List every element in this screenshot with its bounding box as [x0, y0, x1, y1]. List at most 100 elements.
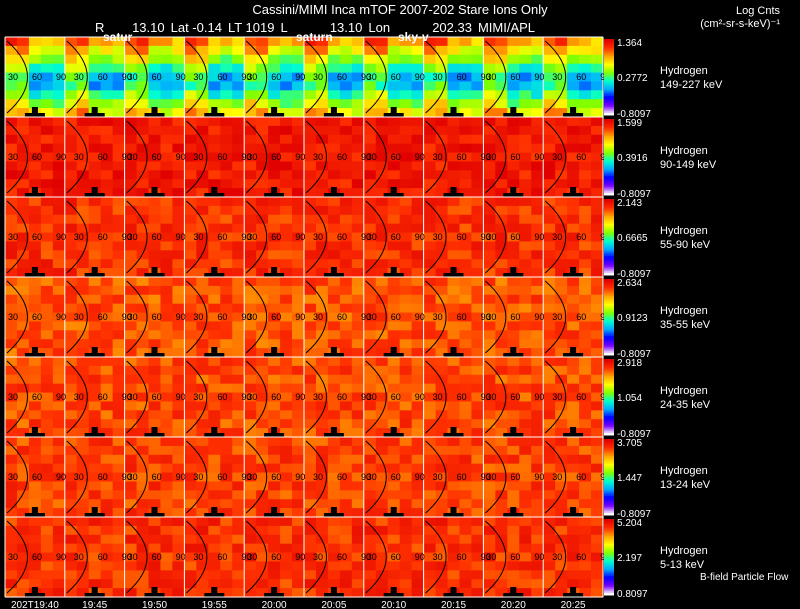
heatmap-cell — [471, 481, 484, 491]
heatmap-cell — [519, 490, 532, 500]
heatmap-cell — [268, 197, 281, 207]
heatmap-cell — [256, 250, 269, 260]
heatmap-cell — [351, 285, 365, 296]
heatmap-cell — [483, 517, 496, 527]
heatmap-cell — [555, 161, 568, 171]
heatmap-cell — [5, 250, 18, 260]
heatmap-cell — [435, 552, 449, 563]
heatmap-cell — [268, 579, 281, 589]
heatmap-cell — [16, 303, 30, 314]
heatmap-cell — [435, 125, 449, 136]
heatmap-cell — [100, 259, 114, 269]
heatmap-cell — [339, 223, 353, 234]
heatmap-cell — [459, 561, 473, 571]
heatmap-cell — [387, 383, 401, 394]
heatmap-cell — [172, 170, 185, 180]
heatmap-cell — [339, 250, 353, 260]
heatmap-cell — [459, 214, 473, 225]
heatmap-cell — [375, 312, 389, 323]
bfield-cross-v — [151, 267, 158, 285]
heatmap-cell — [387, 241, 401, 251]
heatmap-cell — [315, 268, 329, 278]
colorbar-segment — [604, 313, 614, 316]
heatmap-cell — [112, 401, 126, 411]
heatmap-cell — [208, 45, 221, 56]
heatmap-cell — [208, 170, 221, 180]
heatmap-cell — [292, 277, 305, 287]
heatmap-cell — [208, 543, 221, 554]
heatmap-cell — [208, 197, 221, 207]
heatmap-cell — [591, 525, 604, 536]
heatmap-cell — [543, 499, 556, 509]
time-tick-label: 20:00 — [262, 600, 287, 609]
heatmap-cell — [196, 552, 209, 563]
heatmap-cell — [567, 99, 580, 109]
heatmap-cell — [172, 223, 185, 234]
heatmap-cell — [256, 588, 269, 598]
heatmap-cell — [519, 588, 532, 598]
heatmap-cell — [256, 161, 269, 171]
heatmap-cell — [483, 134, 496, 145]
heatmap-cell — [280, 499, 293, 509]
heatmap-cell — [315, 463, 329, 474]
heatmap-cell — [88, 294, 102, 305]
heatmap-cell — [507, 330, 520, 340]
heatmap-cell — [100, 45, 114, 56]
heatmap-cell — [88, 170, 102, 180]
heatmap-cell — [112, 570, 126, 580]
heatmap-cell — [196, 579, 209, 589]
heatmap-cell — [52, 125, 66, 136]
heatmap-cell — [339, 437, 353, 447]
heatmap-cell — [40, 588, 54, 598]
heatmap-cell — [196, 134, 209, 145]
heatmap-cell — [315, 161, 329, 171]
heatmap-cell — [411, 508, 425, 518]
heatmap-cell — [363, 63, 377, 74]
heatmap-cell — [268, 134, 281, 145]
heatmap-cell — [519, 419, 532, 429]
heatmap-cell — [591, 552, 604, 563]
pitch-angle-label: 30 — [128, 312, 138, 322]
heatmap-cell — [531, 588, 544, 598]
heatmap-cell — [172, 437, 185, 447]
heatmap-cell — [507, 117, 520, 127]
heatmap-cell — [208, 454, 221, 465]
heatmap-cell — [5, 428, 18, 438]
heatmap-cell — [28, 179, 42, 189]
heatmap-cell — [555, 197, 568, 207]
heatmap-cell — [519, 90, 532, 100]
heatmap-cell — [112, 472, 126, 483]
heatmap-cell — [232, 72, 245, 83]
heatmap-cell — [339, 445, 353, 456]
colorbar-segment — [604, 88, 614, 91]
colorbar-segment — [604, 187, 614, 190]
heatmap-cell — [375, 392, 389, 403]
heatmap-cell — [268, 437, 281, 447]
heatmap-cell — [76, 90, 90, 100]
heatmap-cell — [411, 45, 425, 56]
heatmap-cell — [399, 312, 413, 323]
heatmap-cell — [64, 303, 78, 314]
heatmap-cell — [591, 365, 604, 376]
colorbar-segment — [604, 433, 614, 436]
heatmap-cell — [375, 365, 389, 376]
heatmap-cell — [387, 561, 401, 571]
pitch-angle-label: 90 — [241, 312, 251, 322]
pitch-angle-contour — [365, 520, 387, 594]
heatmap-cell — [232, 143, 245, 154]
heatmap-cell — [100, 285, 114, 296]
heatmap-cell — [160, 37, 174, 47]
heatmap-cell — [591, 303, 604, 314]
heatmap-cell — [591, 72, 604, 83]
colorbar-segment — [604, 162, 614, 166]
colorbar-segment — [604, 227, 614, 230]
heatmap-cell — [351, 454, 365, 465]
heatmap-cell — [579, 454, 592, 465]
heatmap-cell — [5, 277, 18, 287]
heatmap-cell — [507, 454, 520, 465]
colorbar-segment — [604, 379, 614, 383]
heatmap-cell — [208, 134, 221, 145]
heatmap-cell — [519, 99, 532, 109]
heatmap-cell — [40, 392, 54, 403]
heatmap-cell — [447, 410, 461, 420]
